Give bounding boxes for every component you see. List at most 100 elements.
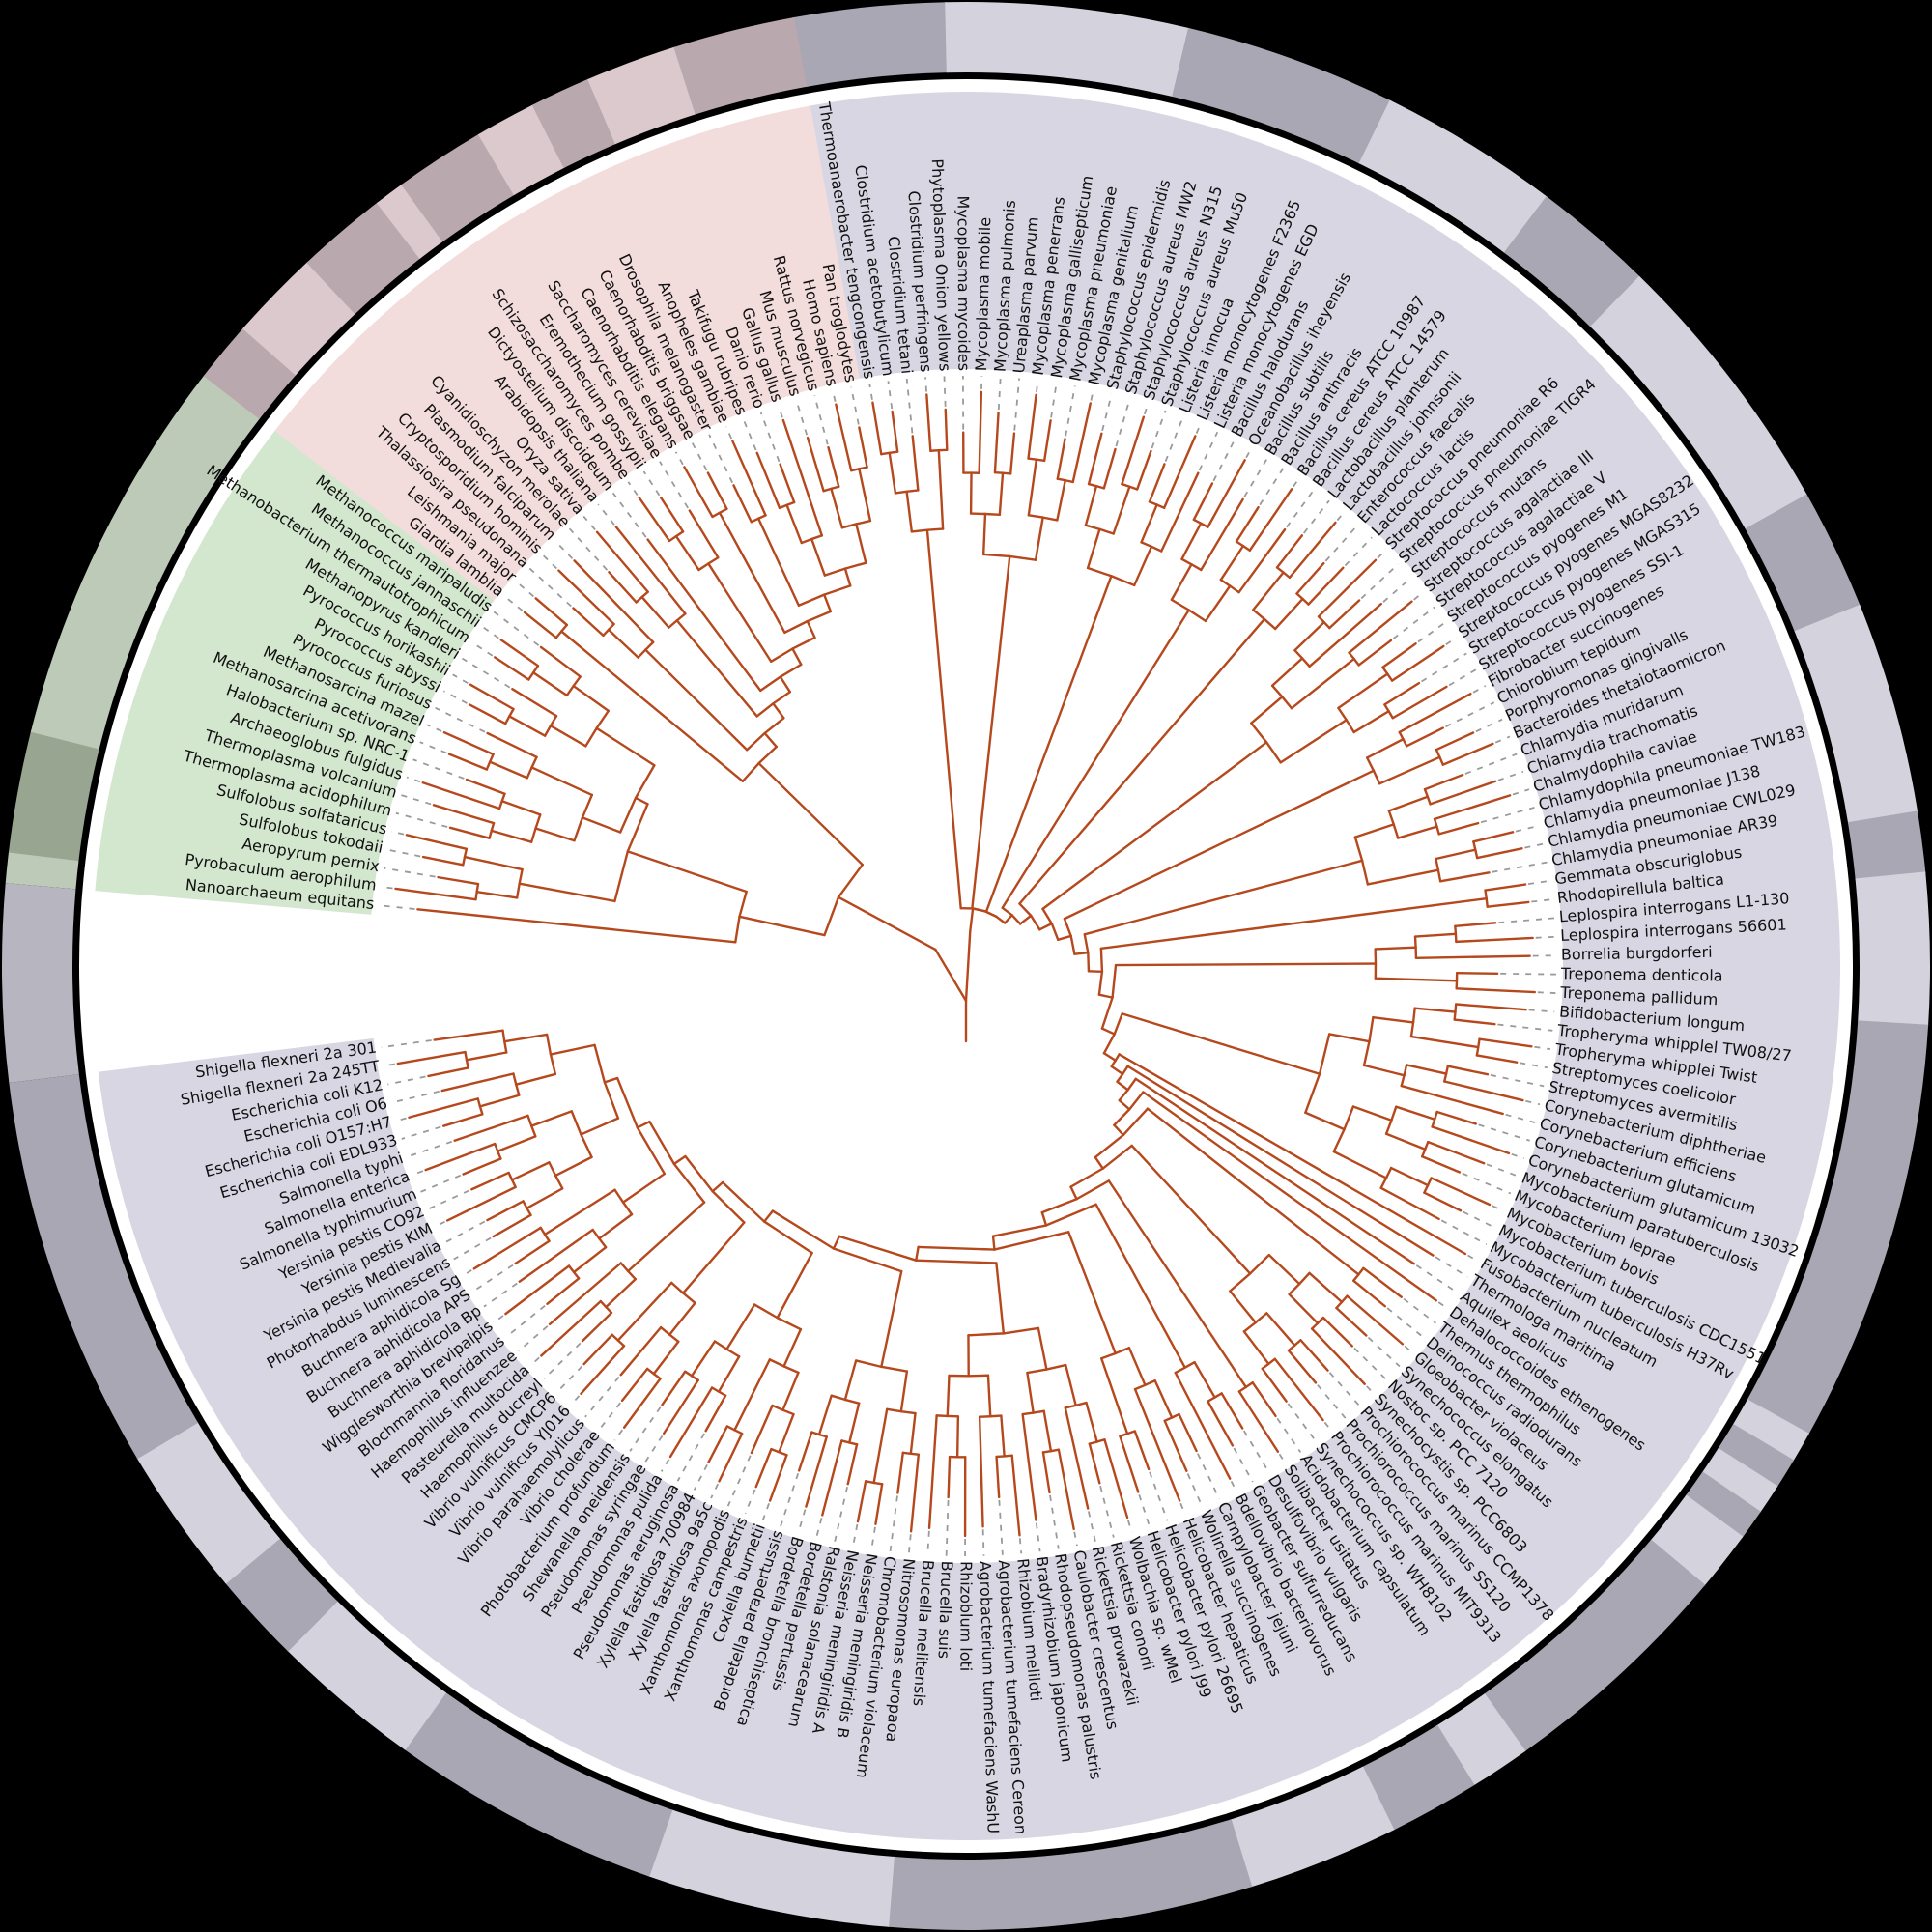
branch: [1103, 1438, 1129, 1520]
domain-sector-eukaryota: [274, 105, 860, 601]
branch: [485, 760, 492, 771]
branch: [1114, 1053, 1121, 1062]
branch: [888, 450, 899, 455]
branch: [1270, 657, 1304, 687]
branch: [1454, 1003, 1458, 1013]
outer-ring-segment-mollicutes: [945, 1, 1190, 98]
branch: [508, 715, 547, 737]
branch: [1150, 545, 1163, 553]
leader-line: [905, 378, 914, 434]
branch: [1133, 1383, 1147, 1391]
outer-ring-segment-plants-red-algae: [306, 202, 421, 315]
branch: [874, 1483, 884, 1526]
branch: [885, 1407, 903, 1413]
branch: [662, 1378, 699, 1435]
branch: [1357, 639, 1393, 667]
outer-ring-segment-cyanobacteria: [1483, 1539, 1706, 1752]
branch: [640, 590, 649, 599]
branch: [1010, 914, 1022, 925]
branch: [984, 575, 1113, 913]
branch: [497, 1135, 537, 1152]
branch: [763, 717, 785, 735]
branch: [704, 1394, 727, 1433]
leader-line: [726, 1455, 752, 1507]
branch: [755, 702, 775, 718]
branch: [1400, 1084, 1504, 1116]
outer-ring-segment-euryarchaeota: [30, 374, 261, 750]
branch: [501, 1029, 506, 1043]
branch: [1027, 457, 1038, 461]
branch: [981, 512, 987, 556]
leader-line: [390, 830, 405, 836]
branch: [1075, 1179, 1111, 1201]
branch: [1038, 922, 1054, 931]
branch: [622, 1378, 662, 1429]
leader-line: [379, 904, 415, 910]
branch: [1066, 1231, 1117, 1355]
leader-line: [710, 1483, 720, 1499]
branch: [909, 1411, 917, 1456]
branch: [1307, 566, 1345, 606]
branch: [1435, 857, 1440, 871]
branch: [823, 584, 852, 596]
branch: [1229, 584, 1240, 594]
branch: [1229, 1290, 1257, 1324]
branch: [1119, 1435, 1140, 1493]
branch: [806, 619, 816, 639]
branch: [1030, 914, 1041, 931]
branch: [1220, 1392, 1244, 1430]
branch: [440, 1072, 515, 1093]
branch: [1279, 719, 1348, 764]
branch: [1395, 1105, 1436, 1121]
branch: [929, 449, 941, 452]
leader-line: [528, 567, 572, 608]
branch: [1121, 415, 1146, 486]
outer-ring-segment-crenarchaeota: [8, 730, 100, 862]
branch: [771, 1404, 784, 1411]
leader-line: [1197, 1453, 1221, 1500]
branch: [785, 500, 796, 507]
leader-line: [1035, 1522, 1041, 1552]
branch: [540, 1299, 602, 1357]
branch: [755, 451, 781, 510]
leader-line: [1472, 685, 1487, 694]
branch: [1396, 825, 1438, 839]
leader-line: [426, 724, 442, 732]
outer-ring-segment-fungi: [401, 133, 516, 242]
branch: [832, 1235, 841, 1250]
branch: [1411, 1007, 1416, 1024]
branch: [1065, 1363, 1077, 1407]
branch: [1430, 1177, 1492, 1207]
branch: [573, 816, 584, 842]
branch: [432, 804, 496, 825]
taxon-label: Mycoplasma mycoides: [953, 195, 973, 371]
branch: [840, 1439, 851, 1444]
branch: [797, 1431, 813, 1472]
branch: [670, 1281, 685, 1294]
leader-line: [998, 1499, 1004, 1555]
branch: [983, 512, 1002, 517]
leader-line: [1537, 991, 1556, 994]
branch: [872, 1481, 884, 1486]
leader-line: [381, 1039, 432, 1049]
branch: [998, 471, 1005, 517]
branch: [1118, 1098, 1131, 1111]
branch: [1454, 1003, 1527, 1011]
leader-line: [568, 527, 609, 571]
branch: [1413, 1007, 1457, 1013]
branch: [644, 648, 749, 752]
leader-line: [1050, 383, 1058, 418]
branch: [1021, 1412, 1037, 1521]
branch: [1128, 485, 1139, 491]
branch: [1270, 684, 1284, 698]
branch: [659, 1325, 671, 1336]
branch: [549, 1043, 596, 1056]
branch: [500, 800, 542, 816]
outer-ring-segment-pasteurellaceae: [224, 1537, 338, 1652]
branch: [1085, 1401, 1098, 1443]
leader-line: [852, 1523, 859, 1546]
branch: [1455, 971, 1499, 975]
branch: [645, 1367, 656, 1376]
branch: [453, 1114, 529, 1142]
branch: [1446, 1065, 1490, 1076]
